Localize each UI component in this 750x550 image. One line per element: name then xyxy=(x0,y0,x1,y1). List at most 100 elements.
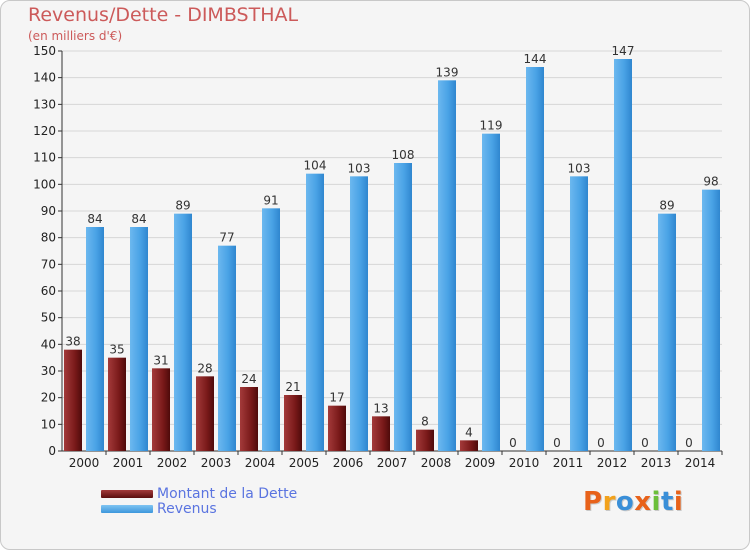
legend-label-revenus: Revenus xyxy=(157,501,217,517)
data-label-dette: 0 xyxy=(685,436,693,450)
data-label-dette: 24 xyxy=(241,372,256,386)
data-label-revenus: 84 xyxy=(131,212,146,226)
y-tick-label: 90 xyxy=(41,204,56,218)
x-tick-label: 2013 xyxy=(641,456,672,470)
x-tick-label: 2010 xyxy=(509,456,540,470)
data-label-dette: 17 xyxy=(329,391,344,405)
bar-revenus xyxy=(526,67,544,451)
data-label-dette: 0 xyxy=(553,436,561,450)
logo-letter: r xyxy=(602,487,616,517)
x-tick-label: 2006 xyxy=(333,456,364,470)
data-label-revenus: 91 xyxy=(263,193,278,207)
y-tick-label: 20 xyxy=(41,391,56,405)
data-label-revenus: 89 xyxy=(175,199,190,213)
bar-dette xyxy=(152,368,170,451)
x-tick-label: 2007 xyxy=(377,456,408,470)
bar-revenus xyxy=(174,213,192,451)
bar-dette xyxy=(64,349,82,451)
logo-letter: i xyxy=(651,487,661,517)
data-label-revenus: 119 xyxy=(480,119,503,133)
data-label-dette: 28 xyxy=(197,361,212,375)
data-label-revenus: 108 xyxy=(392,148,415,162)
bar-dette xyxy=(240,387,258,451)
data-label-revenus: 98 xyxy=(703,175,718,189)
x-tick-label: 2001 xyxy=(113,456,144,470)
y-tick-label: 110 xyxy=(33,151,56,165)
chart-subtitle: (en milliers d'€) xyxy=(28,29,123,43)
x-tick-label: 2004 xyxy=(245,456,276,470)
bar-dette xyxy=(196,376,214,451)
bar-revenus xyxy=(218,245,236,451)
logo-letter: t xyxy=(660,487,674,517)
x-tick-label: 2000 xyxy=(69,456,100,470)
legend-swatch-revenus xyxy=(101,505,153,513)
bar-revenus xyxy=(130,227,148,451)
y-tick-label: 130 xyxy=(33,97,56,111)
data-label-revenus: 139 xyxy=(436,65,459,79)
bars xyxy=(64,59,720,452)
bar-revenus xyxy=(306,173,324,451)
y-tick-label: 60 xyxy=(41,284,56,298)
legend-swatch-dette xyxy=(101,490,153,498)
y-tick-label: 120 xyxy=(33,124,56,138)
bar-revenus xyxy=(438,80,456,451)
y-tick-label: 50 xyxy=(41,311,56,325)
data-label-revenus: 89 xyxy=(659,199,674,213)
data-label-dette: 21 xyxy=(285,380,300,394)
data-label-revenus: 144 xyxy=(524,52,547,66)
y-tick-label: 0 xyxy=(48,444,56,458)
data-label-revenus: 84 xyxy=(87,212,102,226)
y-tick-label: 70 xyxy=(41,257,56,271)
data-label-dette: 4 xyxy=(465,425,473,439)
data-label-revenus: 77 xyxy=(219,231,234,245)
y-tick-label: 100 xyxy=(33,177,56,191)
bar-revenus xyxy=(350,176,368,452)
x-tick-label: 2002 xyxy=(157,456,188,470)
data-label-revenus: 147 xyxy=(612,44,635,58)
data-labels: 38 84 35 84 31 89 28 77 24 91 21 104 17 103 13 108 8 139 4… xyxy=(65,44,718,450)
data-label-revenus: 104 xyxy=(304,159,327,173)
grid-lines xyxy=(62,50,722,425)
bar-revenus xyxy=(394,163,412,451)
bar-dette xyxy=(372,416,390,451)
bar-dette xyxy=(460,440,478,451)
legend-label-dette: Montant de la Dette xyxy=(157,486,298,502)
x-tick-label: 2009 xyxy=(465,456,496,470)
bar-revenus xyxy=(658,213,676,451)
logo-letter: x xyxy=(634,487,652,517)
chart-title: Revenus/Dette - DIMBSTHAL xyxy=(28,4,299,26)
bar-dette xyxy=(328,405,346,451)
logo-letter: i xyxy=(673,487,684,517)
bar-revenus xyxy=(86,227,104,451)
y-tick-label: 40 xyxy=(41,337,56,351)
data-label-dette: 13 xyxy=(373,401,388,415)
x-tick-label: 2014 xyxy=(685,456,716,470)
data-label-dette: 0 xyxy=(597,436,605,450)
y-tick-label: 30 xyxy=(41,364,56,378)
x-tick-label: 2011 xyxy=(553,456,584,470)
bar-dette xyxy=(284,395,302,451)
bar-dette xyxy=(416,429,434,451)
y-tick-label: 10 xyxy=(41,417,56,431)
x-tick-label: 2005 xyxy=(289,456,320,470)
y-tick-label: 140 xyxy=(33,71,56,85)
logo-letter: o xyxy=(615,487,635,517)
data-label-dette: 0 xyxy=(509,436,517,450)
data-label-revenus: 103 xyxy=(568,161,591,175)
data-label-dette: 0 xyxy=(641,436,649,450)
data-label-dette: 8 xyxy=(421,415,429,429)
data-label-revenus: 103 xyxy=(348,161,371,175)
x-tick-label: 2008 xyxy=(421,456,452,470)
data-label-dette: 31 xyxy=(153,353,168,367)
proxiti-logo: Proxiti xyxy=(583,487,683,517)
bar-revenus xyxy=(262,208,280,451)
x-tick-label: 2012 xyxy=(597,456,628,470)
bar-revenus xyxy=(570,176,588,452)
axes: 0102030405060708090100110120130140150200… xyxy=(33,44,723,470)
logo-letter: P xyxy=(583,487,603,517)
y-tick-label: 80 xyxy=(41,231,56,245)
bar-dette xyxy=(108,357,126,451)
bar-revenus xyxy=(702,189,720,451)
